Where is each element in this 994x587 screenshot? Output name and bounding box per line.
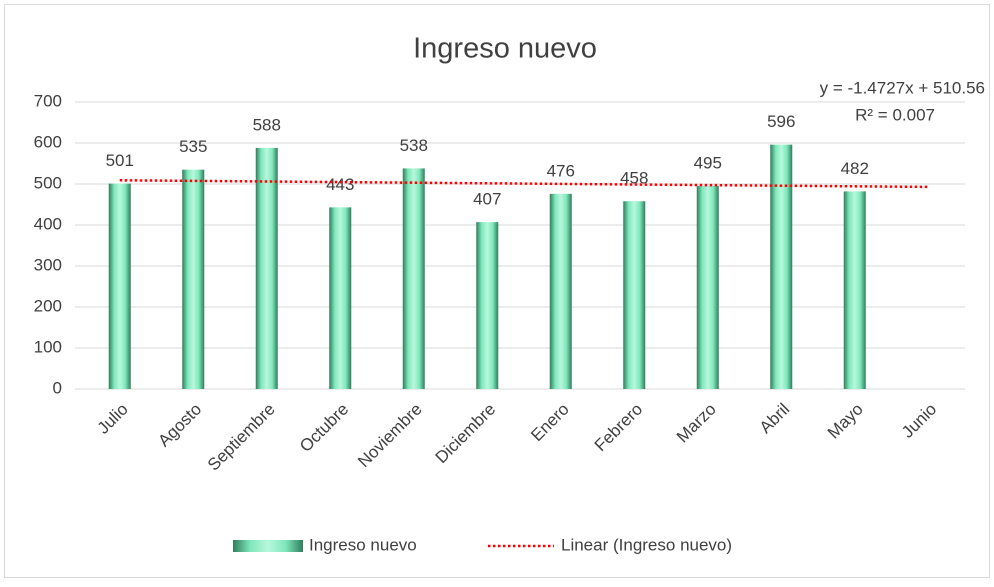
trendline-equation: y = -1.4727x + 510.56 [820, 78, 985, 97]
y-tick-label: 200 [34, 296, 62, 315]
data-label: 535 [179, 137, 207, 156]
data-label: 538 [400, 136, 428, 155]
chart-title: Ingreso nuevo [413, 33, 597, 65]
data-label: 482 [841, 159, 869, 178]
legend-swatch [233, 540, 303, 552]
bar [182, 169, 205, 389]
y-tick-label: 100 [34, 337, 62, 356]
data-label: 458 [620, 169, 648, 188]
bar [770, 144, 793, 389]
y-tick-label: 300 [34, 255, 62, 274]
bar [329, 207, 352, 389]
bar [108, 183, 131, 389]
y-tick-label: 0 [53, 378, 62, 397]
bar [255, 147, 278, 389]
data-label: 407 [473, 190, 501, 209]
legend-label: Linear (Ingreso nuevo) [561, 535, 732, 554]
data-label: 495 [694, 154, 722, 173]
data-label: 501 [106, 151, 134, 170]
bar [549, 193, 572, 389]
bar [623, 201, 646, 389]
data-label: 443 [326, 175, 354, 194]
data-label: 588 [253, 115, 281, 134]
bar [696, 186, 719, 389]
bar [843, 191, 866, 389]
y-tick-label: 700 [34, 91, 62, 110]
bar [476, 222, 499, 389]
data-label: 476 [547, 161, 575, 180]
y-tick-label: 400 [34, 214, 62, 233]
y-tick-label: 600 [34, 132, 62, 151]
legend-label: Ingreso nuevo [309, 535, 417, 554]
bar [402, 168, 425, 389]
y-tick-label: 500 [34, 173, 62, 192]
trendline-r2: R² = 0.007 [855, 105, 935, 124]
data-label: 596 [767, 112, 795, 131]
